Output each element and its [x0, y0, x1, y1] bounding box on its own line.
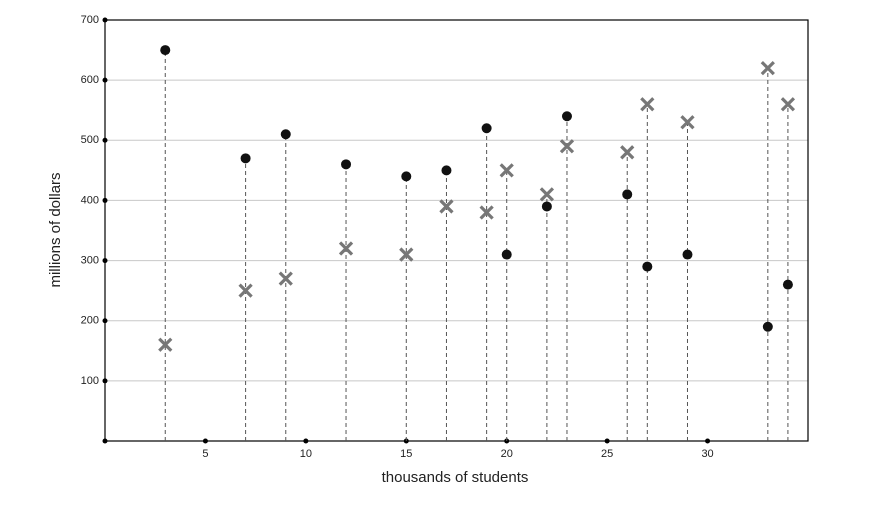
x-marker: [238, 283, 253, 298]
y-tick-label: 200: [81, 315, 99, 327]
dot-marker: [622, 189, 633, 200]
dot-marker: [642, 261, 653, 272]
dot-marker: [240, 153, 251, 164]
dot-marker: [501, 249, 512, 260]
dot-marker: [782, 279, 793, 290]
x-tick-label: 25: [601, 448, 613, 460]
dot-marker: [481, 123, 492, 134]
dot-marker: [341, 159, 352, 170]
dot-marker: [541, 201, 552, 212]
x-marker: [780, 97, 796, 112]
x-tick-label: 15: [400, 448, 412, 460]
y-tick-label: 400: [81, 194, 99, 206]
plot-frame: [104, 19, 809, 442]
x-axis-title: thousands of students: [382, 469, 529, 486]
x-marker: [640, 97, 655, 112]
y-axis-title: millions of dollars: [47, 172, 64, 287]
dot-marker: [160, 45, 171, 56]
y-tick-label: 300: [81, 254, 99, 266]
x-marker: [338, 241, 354, 256]
x-marker: [278, 271, 293, 286]
x-marker: [158, 337, 173, 352]
x-marker: [559, 139, 575, 154]
axis-origin: [102, 438, 108, 444]
x-marker: [539, 187, 555, 202]
dot-marker: [441, 165, 452, 176]
x-tick-label: 5: [202, 448, 208, 460]
dot-marker: [401, 171, 412, 182]
x-marker: [760, 60, 775, 76]
dot-marker: [280, 129, 291, 140]
y-tick-label: 500: [81, 134, 99, 146]
x-marker: [439, 199, 454, 214]
y-tick-label: 100: [81, 375, 99, 387]
x-marker: [620, 145, 635, 160]
dot-marker: [682, 249, 693, 260]
x-tick-label: 20: [501, 448, 513, 460]
y-tick-label: 600: [81, 74, 99, 86]
x-marker: [680, 115, 695, 130]
dot-marker: [762, 321, 773, 332]
x-marker: [399, 247, 414, 262]
x-marker: [499, 163, 514, 178]
y-tick-label: 700: [81, 14, 99, 26]
x-tick-label: 30: [701, 448, 713, 460]
x-tick-label: 10: [300, 448, 312, 460]
x-marker: [479, 205, 494, 220]
dot-marker: [561, 111, 572, 122]
